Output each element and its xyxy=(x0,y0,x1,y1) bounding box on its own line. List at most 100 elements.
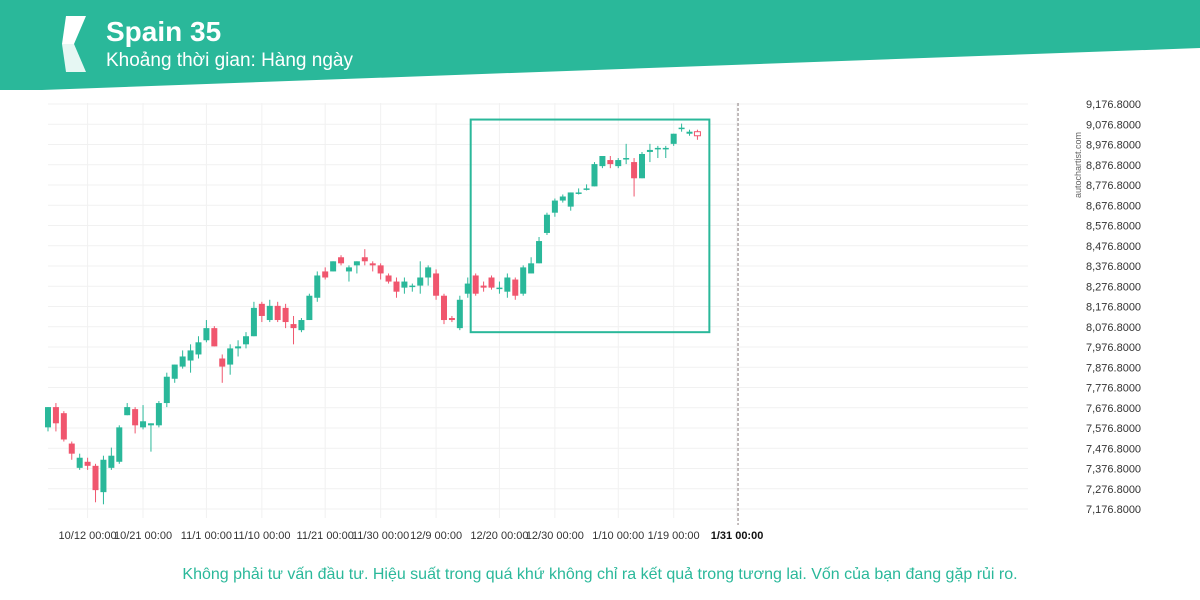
candle-series xyxy=(45,123,701,505)
candle xyxy=(369,261,376,272)
candle-body xyxy=(100,459,107,493)
candle-body xyxy=(385,275,392,282)
candle-body xyxy=(480,285,487,288)
x-tick-label: 11/21 00:00 xyxy=(297,530,354,542)
candle-body xyxy=(551,200,558,213)
candle xyxy=(353,261,360,274)
candle-body xyxy=(441,295,447,321)
pattern-box xyxy=(469,118,711,334)
candle-body xyxy=(377,265,384,274)
candle xyxy=(322,267,329,280)
candle xyxy=(116,425,123,464)
candle-body xyxy=(654,147,661,150)
candle-body xyxy=(68,443,75,454)
candle xyxy=(298,318,305,333)
candle-body xyxy=(623,158,630,160)
candle xyxy=(417,261,424,294)
chart-subtitle: Khoảng thời gian: Hàng ngày xyxy=(106,50,353,71)
candle xyxy=(45,407,51,432)
candle xyxy=(425,265,432,286)
chart-overlay xyxy=(469,103,739,525)
y-tick-label: 8,876.8000 xyxy=(1086,160,1141,172)
candle xyxy=(599,156,606,169)
y-axis: 9,176.8000 9,076.8000 8,976.8000 8,876.8000… xyxy=(1086,99,1141,516)
y-tick-label: 8,076.8000 xyxy=(1086,322,1141,334)
y-tick-label: 8,376.8000 xyxy=(1086,261,1141,273)
candle-body xyxy=(646,149,653,152)
candle xyxy=(631,158,638,197)
candle-body xyxy=(45,407,51,428)
candle-body xyxy=(464,283,471,294)
candle-body xyxy=(258,303,265,316)
watermark: autochartist.com xyxy=(1073,132,1083,198)
candle xyxy=(409,283,416,292)
candle-body xyxy=(520,267,527,294)
x-tick-label: 1/10 00:00 xyxy=(592,530,644,542)
candle-body xyxy=(599,156,606,167)
candle xyxy=(393,277,400,298)
y-tick-label: 7,276.8000 xyxy=(1086,484,1141,496)
candle xyxy=(654,145,661,159)
candle-body xyxy=(155,403,162,426)
candle-body xyxy=(639,153,645,179)
x-tick-label: 12/9 00:00 xyxy=(410,530,462,542)
candle-body xyxy=(147,423,154,426)
candle xyxy=(472,273,479,296)
candle-body xyxy=(243,336,249,345)
candle-body xyxy=(124,407,131,416)
y-tick-label: 7,176.8000 xyxy=(1086,504,1141,516)
candle-body xyxy=(330,261,337,272)
candle xyxy=(345,265,352,282)
x-tick-label: 10/21 00:00 xyxy=(114,530,172,542)
candle-body xyxy=(195,342,202,355)
candle-body xyxy=(662,147,669,150)
candle xyxy=(60,411,67,442)
candle xyxy=(92,463,99,503)
candle-body xyxy=(76,457,83,468)
chart-title: Spain 35 xyxy=(106,16,222,47)
candle xyxy=(433,269,440,300)
candle-body xyxy=(448,318,455,321)
candle-body xyxy=(60,413,67,440)
x-tick-label: 12/30 00:00 xyxy=(526,530,584,542)
candle xyxy=(163,372,170,408)
candle-body xyxy=(686,131,693,134)
candle xyxy=(290,315,297,345)
candle-body xyxy=(559,196,566,201)
candle xyxy=(155,401,162,428)
candle xyxy=(607,156,614,169)
x-tick-label: 12/20 00:00 xyxy=(470,530,528,542)
y-tick-label: 7,776.8000 xyxy=(1086,383,1141,395)
candle xyxy=(520,265,527,296)
candle-body xyxy=(591,164,598,187)
candle-body xyxy=(528,263,535,274)
candle xyxy=(551,198,558,217)
candle xyxy=(377,263,384,280)
candle-body xyxy=(108,455,115,468)
candle-body xyxy=(338,257,345,264)
candle-body xyxy=(187,350,194,361)
candle xyxy=(76,453,83,470)
y-tick-label: 7,576.8000 xyxy=(1086,423,1141,435)
header-shape xyxy=(0,0,1200,90)
candle xyxy=(108,447,115,470)
candle-body xyxy=(693,131,701,137)
candle xyxy=(512,277,519,300)
candle-body xyxy=(116,427,123,462)
candle xyxy=(448,315,455,323)
candle xyxy=(219,354,226,383)
candle-body xyxy=(274,305,281,321)
candle-body xyxy=(536,241,543,264)
candle-body xyxy=(306,295,313,321)
candle xyxy=(314,271,321,302)
candle xyxy=(235,340,242,357)
candle xyxy=(52,403,59,432)
x-tick-label: 1/31 00:00 xyxy=(711,530,764,542)
y-tick-label: 8,276.8000 xyxy=(1086,281,1141,293)
candle xyxy=(124,403,131,416)
candle xyxy=(282,303,289,329)
candle xyxy=(68,441,75,460)
autochartist-logo-icon xyxy=(62,16,86,72)
candle xyxy=(250,301,257,337)
